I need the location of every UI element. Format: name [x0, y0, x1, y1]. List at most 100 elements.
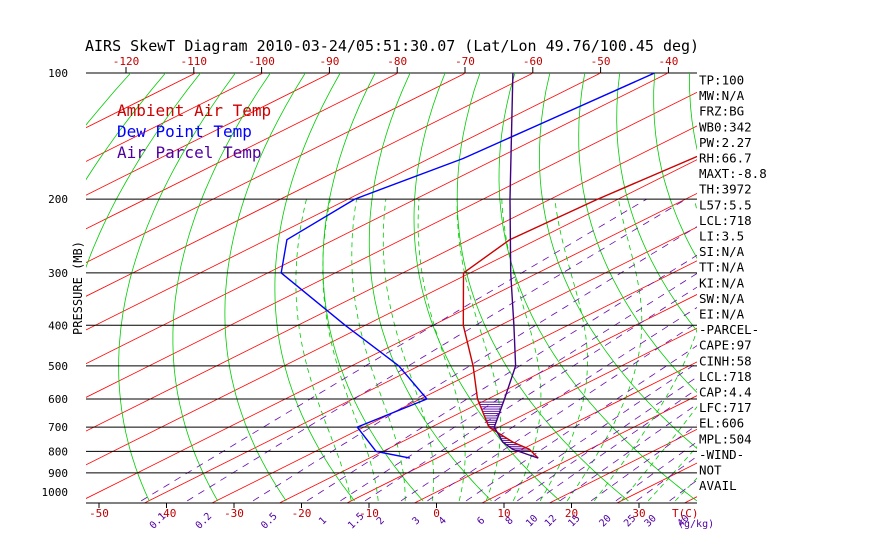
moist-adiabat-line: [566, 199, 643, 502]
pressure-tick-label: 600: [48, 393, 68, 406]
background-grid: [86, 73, 870, 503]
mixing-ratio-tick-label: 6: [475, 515, 487, 527]
mixing-ratio-line: [364, 286, 697, 502]
dry-adiabat-line: [118, 73, 236, 502]
index-text: TP:100: [699, 73, 744, 88]
index-text: TT:N/A: [699, 260, 745, 275]
mixing-ratio-line: [400, 306, 697, 502]
index-text: LCL:718: [699, 213, 752, 228]
moist-adiabat-line: [501, 199, 542, 502]
bottom-temperature-tick-label: -40: [157, 507, 177, 520]
pressure-tick-label: 900: [48, 467, 68, 480]
top-temperature-tick-label: -120: [113, 55, 140, 68]
moist-adiabat-line: [322, 199, 379, 501]
dry-adiabat-line: [794, 73, 870, 501]
index-text: MPL:504: [699, 431, 752, 446]
isotherm-line: [549, 428, 697, 503]
mixing-ratio-tick-label: 4: [437, 515, 449, 527]
top-temperature-tick-label: -70: [455, 55, 475, 68]
index-text: MAXT:-8.8: [699, 166, 767, 181]
isotherm-line: [144, 226, 697, 503]
isotherm-line: [279, 294, 697, 503]
chart-title: AIRS SkewT Diagram 2010-03-24/05:51:30.0…: [85, 37, 699, 55]
dry-adiabat-line: [760, 73, 870, 501]
index-text: CAP:4.4: [699, 385, 752, 400]
top-temperature-tick-label: -90: [319, 55, 339, 68]
top-temperature-tick-label: -80: [387, 55, 407, 68]
index-text: PW:2.27: [699, 135, 752, 150]
top-temperature-tick-label: -110: [181, 55, 208, 68]
bottom-temperature-tick-label: 0: [433, 507, 440, 520]
mixing-ratio-tick-label: 0.2: [194, 511, 215, 532]
mixing-ratio-line: [140, 198, 647, 502]
isotherm-line: [752, 73, 870, 503]
index-text: EI:N/A: [699, 307, 745, 322]
mixing-ratio-line: [636, 455, 697, 502]
index-text: EL:606: [699, 416, 744, 431]
index-text: NOT: [699, 463, 722, 478]
bottom-temperature-tick-label: -50: [89, 507, 109, 520]
profiles: [280, 73, 697, 459]
isotherm-line: [86, 159, 697, 466]
top-temperature-tick-label: -60: [523, 55, 543, 68]
pressure-axis: 100 200 300 400 500 600 700 800 900 1000: [42, 67, 69, 499]
temperature-unit-label: T(C): [672, 507, 699, 520]
mixing-ratio-tick-label: 0.5: [259, 511, 280, 532]
isotherm-line: [86, 73, 331, 196]
index-text: RH:66.7: [699, 151, 752, 166]
index-text: KI:N/A: [699, 275, 745, 290]
top-temperature-tick-label: -40: [658, 55, 678, 68]
top-temperature-tick-label: -50: [591, 55, 611, 68]
index-text: LI:3.5: [699, 229, 744, 244]
cape-hatch: [478, 401, 531, 451]
isotherm-line: [414, 361, 697, 503]
index-text: FRZ:BG: [699, 104, 744, 119]
dry-adiabat-line: [274, 73, 355, 502]
y-axis-label: PRESSURE (MB): [71, 241, 85, 335]
index-text: CAPE:97: [699, 338, 752, 353]
dry-adiabat-line: [829, 73, 870, 501]
mixing-ratio-line: [186, 198, 687, 502]
pressure-tick-label: 700: [48, 421, 68, 434]
moist-adiabat-line: [647, 446, 697, 502]
dry-adiabat-line: [172, 73, 271, 502]
stability-indices: TP:100MW:N/AFRZ:BGWB0:342PW:2.27RH:66.7M…: [699, 73, 767, 494]
isotherm-line: [86, 73, 534, 297]
index-text: WB0:342: [699, 119, 752, 134]
bottom-temperature-tick-label: 30: [632, 507, 645, 520]
bottom-temperature-axis: -50 -40 -30 -20 -10 0 10 20 30: [86, 502, 697, 520]
isotherm-line: [86, 192, 697, 499]
index-text: MW:N/A: [699, 88, 745, 103]
pressure-tick-label: 300: [48, 267, 68, 280]
mixing-unit-label: (g/kg): [678, 519, 714, 530]
moist-adiabat-line: [382, 199, 434, 501]
pressure-tick-label: 200: [48, 193, 68, 206]
moist-adiabat-line: [351, 199, 406, 501]
isotherm-line: [86, 73, 466, 263]
legend-entry-ambient: Ambient Air Temp: [117, 101, 271, 120]
pressure-tick-label: 800: [48, 445, 68, 458]
mixing-ratio-line: [559, 403, 697, 502]
isotherm-line: [819, 73, 870, 503]
mixing-ratio-tick-label: 3: [411, 515, 423, 527]
mixing-ratio-line: [252, 226, 697, 502]
mixing-ratio-tick-label: 12: [543, 513, 559, 529]
index-text: TH:3972: [699, 182, 752, 197]
pressure-tick-label: 1000: [42, 486, 69, 499]
index-text: LFC:717: [699, 400, 752, 415]
isotherm-line: [211, 260, 697, 503]
isotherm-line: [481, 395, 697, 503]
dry-adiabat-line: [86, 73, 131, 126]
index-text: SI:N/A: [699, 244, 745, 259]
pressure-tick-label: 500: [48, 360, 68, 373]
legend-entry-parcel: Air Parcel Temp: [117, 143, 262, 162]
pressure-tick-label: 400: [48, 319, 68, 332]
mixing-ratio-line: [615, 441, 697, 502]
bottom-temperature-tick-label: -30: [224, 507, 244, 520]
mixing-ratio-line: [427, 322, 697, 502]
isotherm-line: [86, 73, 601, 331]
dry-adiabat-line: [538, 73, 697, 449]
mixing-ratio-tick-label: 1: [317, 515, 329, 527]
dry-adiabat-line: [86, 73, 201, 269]
